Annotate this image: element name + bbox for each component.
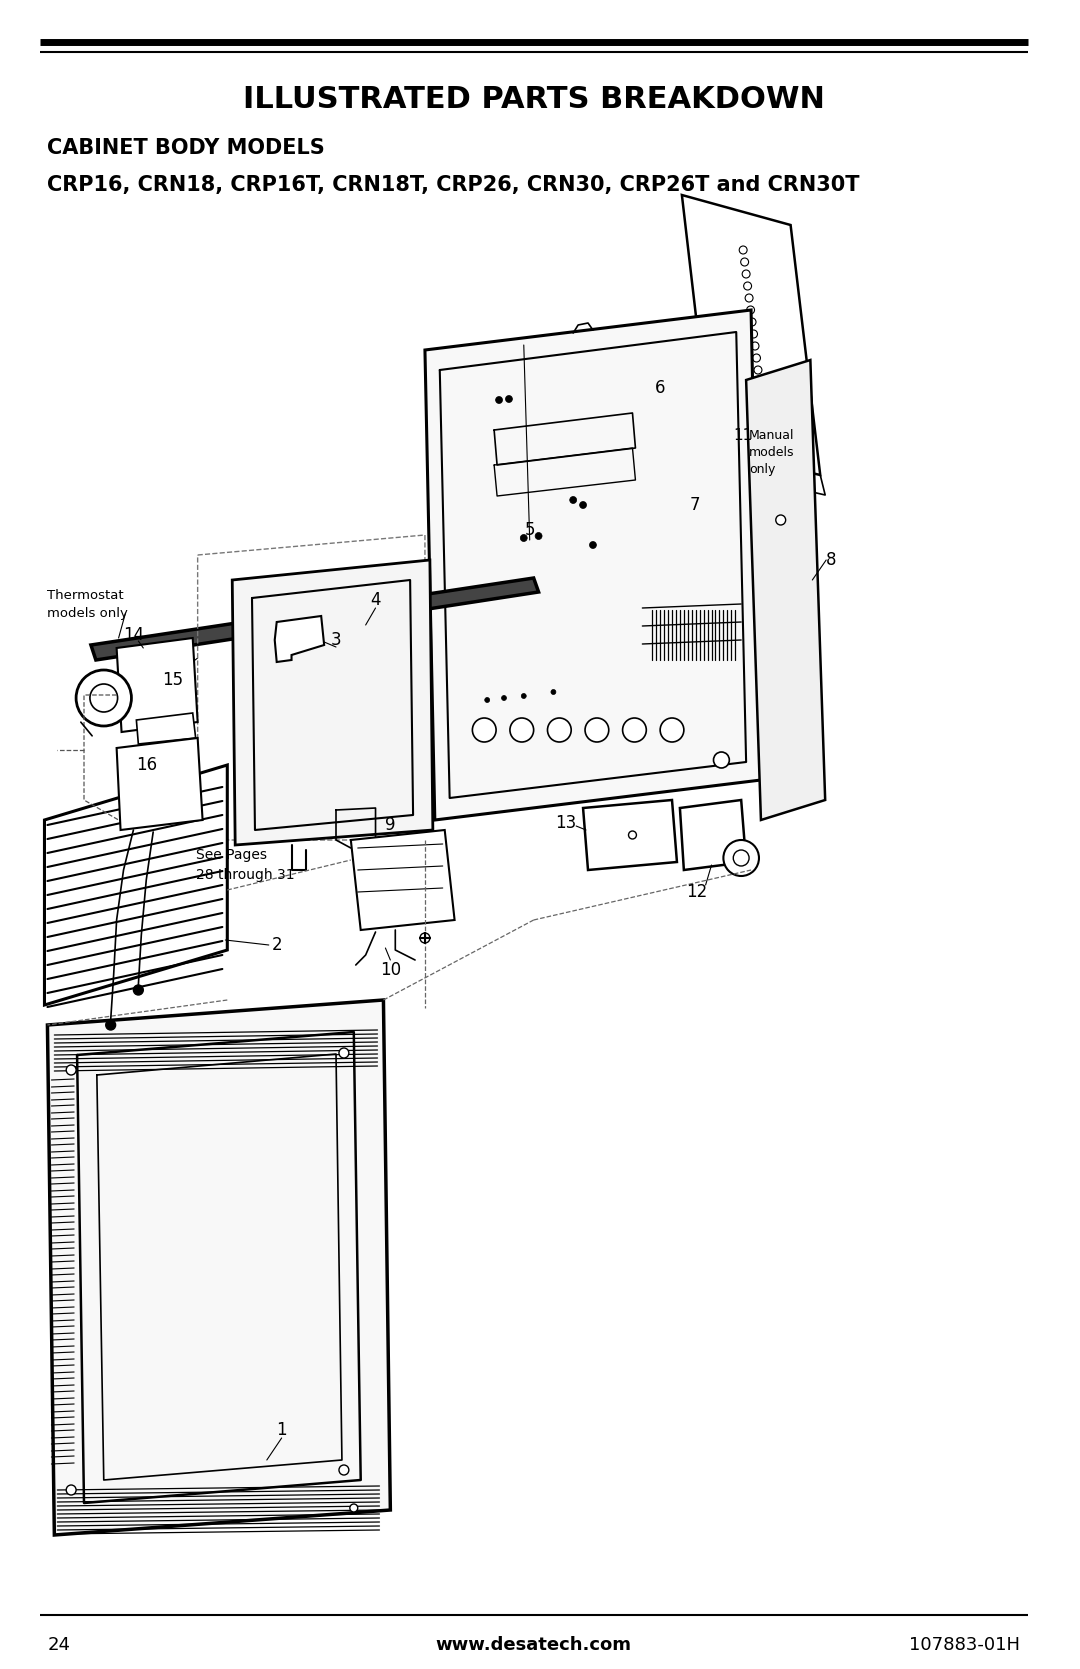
Text: www.desatech.com: www.desatech.com	[435, 1636, 632, 1654]
Text: 5: 5	[525, 521, 535, 539]
Circle shape	[761, 426, 769, 434]
Circle shape	[758, 402, 767, 411]
Polygon shape	[424, 310, 761, 819]
Circle shape	[760, 414, 768, 422]
Circle shape	[505, 396, 512, 402]
Circle shape	[76, 669, 132, 726]
Polygon shape	[48, 1000, 390, 1535]
Circle shape	[754, 366, 761, 374]
Text: 107883-01H: 107883-01H	[909, 1636, 1020, 1654]
Polygon shape	[274, 616, 324, 663]
Text: 16: 16	[136, 756, 157, 774]
Polygon shape	[117, 738, 203, 829]
Circle shape	[570, 496, 577, 504]
Polygon shape	[117, 638, 198, 733]
Circle shape	[535, 532, 542, 539]
Text: 7: 7	[689, 496, 700, 514]
Circle shape	[622, 718, 646, 743]
Circle shape	[750, 330, 757, 339]
Circle shape	[501, 696, 507, 701]
Circle shape	[66, 1485, 76, 1495]
Text: 14: 14	[123, 626, 144, 644]
Text: 9: 9	[386, 816, 395, 834]
Circle shape	[339, 1465, 349, 1475]
Circle shape	[585, 718, 609, 743]
Circle shape	[739, 245, 747, 254]
Text: models only: models only	[48, 606, 129, 619]
Circle shape	[751, 342, 759, 350]
Circle shape	[724, 840, 759, 876]
Circle shape	[745, 294, 753, 302]
Text: CRP16, CRN18, CRP16T, CRN18T, CRP26, CRN30, CRP26T and CRN30T: CRP16, CRN18, CRP16T, CRN18T, CRP26, CRN…	[48, 175, 860, 195]
Text: 4: 4	[370, 591, 381, 609]
Polygon shape	[232, 561, 433, 845]
Circle shape	[714, 753, 729, 768]
Polygon shape	[351, 829, 455, 930]
Text: 11: 11	[733, 427, 753, 442]
Circle shape	[485, 698, 489, 703]
Polygon shape	[44, 764, 227, 1005]
Circle shape	[700, 441, 727, 469]
Circle shape	[350, 1504, 357, 1512]
Text: 15: 15	[162, 671, 184, 689]
Circle shape	[742, 270, 751, 279]
Circle shape	[765, 451, 772, 457]
Text: 6: 6	[654, 379, 665, 397]
Circle shape	[705, 447, 721, 462]
Text: 24: 24	[48, 1636, 70, 1654]
Text: 3: 3	[330, 631, 341, 649]
Circle shape	[762, 437, 771, 446]
Text: 13: 13	[555, 814, 576, 833]
Circle shape	[748, 319, 756, 325]
Circle shape	[90, 684, 118, 713]
Circle shape	[756, 377, 764, 386]
Polygon shape	[681, 195, 820, 476]
Text: 12: 12	[686, 883, 707, 901]
Circle shape	[744, 282, 752, 290]
Polygon shape	[583, 799, 677, 870]
Circle shape	[775, 516, 785, 526]
Text: 8: 8	[826, 551, 837, 569]
Circle shape	[757, 391, 765, 397]
Text: 1: 1	[276, 1420, 287, 1439]
Circle shape	[551, 689, 556, 694]
Circle shape	[590, 541, 596, 549]
Circle shape	[339, 1048, 349, 1058]
Circle shape	[629, 831, 636, 840]
Circle shape	[420, 933, 430, 943]
Text: models: models	[750, 446, 795, 459]
Polygon shape	[746, 361, 825, 819]
Circle shape	[746, 305, 755, 314]
Circle shape	[510, 718, 534, 743]
Circle shape	[753, 354, 760, 362]
Circle shape	[472, 718, 496, 743]
Text: 2: 2	[271, 936, 282, 955]
Circle shape	[66, 1065, 76, 1075]
Circle shape	[521, 534, 527, 541]
Text: Thermostat: Thermostat	[48, 589, 124, 601]
Text: ILLUSTRATED PARTS BREAKDOWN: ILLUSTRATED PARTS BREAKDOWN	[243, 85, 825, 115]
Circle shape	[580, 501, 586, 509]
Text: 28 through 31: 28 through 31	[195, 868, 294, 881]
Text: only: only	[750, 462, 775, 476]
Circle shape	[496, 397, 502, 404]
Text: See Pages: See Pages	[195, 848, 267, 861]
Circle shape	[741, 259, 748, 265]
Circle shape	[660, 718, 684, 743]
Polygon shape	[91, 577, 539, 659]
Polygon shape	[136, 713, 195, 744]
Circle shape	[733, 850, 750, 866]
Text: CABINET BODY MODELS: CABINET BODY MODELS	[48, 139, 325, 159]
Text: Manual: Manual	[750, 429, 795, 442]
Circle shape	[522, 694, 526, 699]
Circle shape	[134, 985, 144, 995]
Circle shape	[548, 718, 571, 743]
Text: 10: 10	[380, 961, 401, 980]
Circle shape	[106, 1020, 116, 1030]
Polygon shape	[680, 799, 746, 870]
